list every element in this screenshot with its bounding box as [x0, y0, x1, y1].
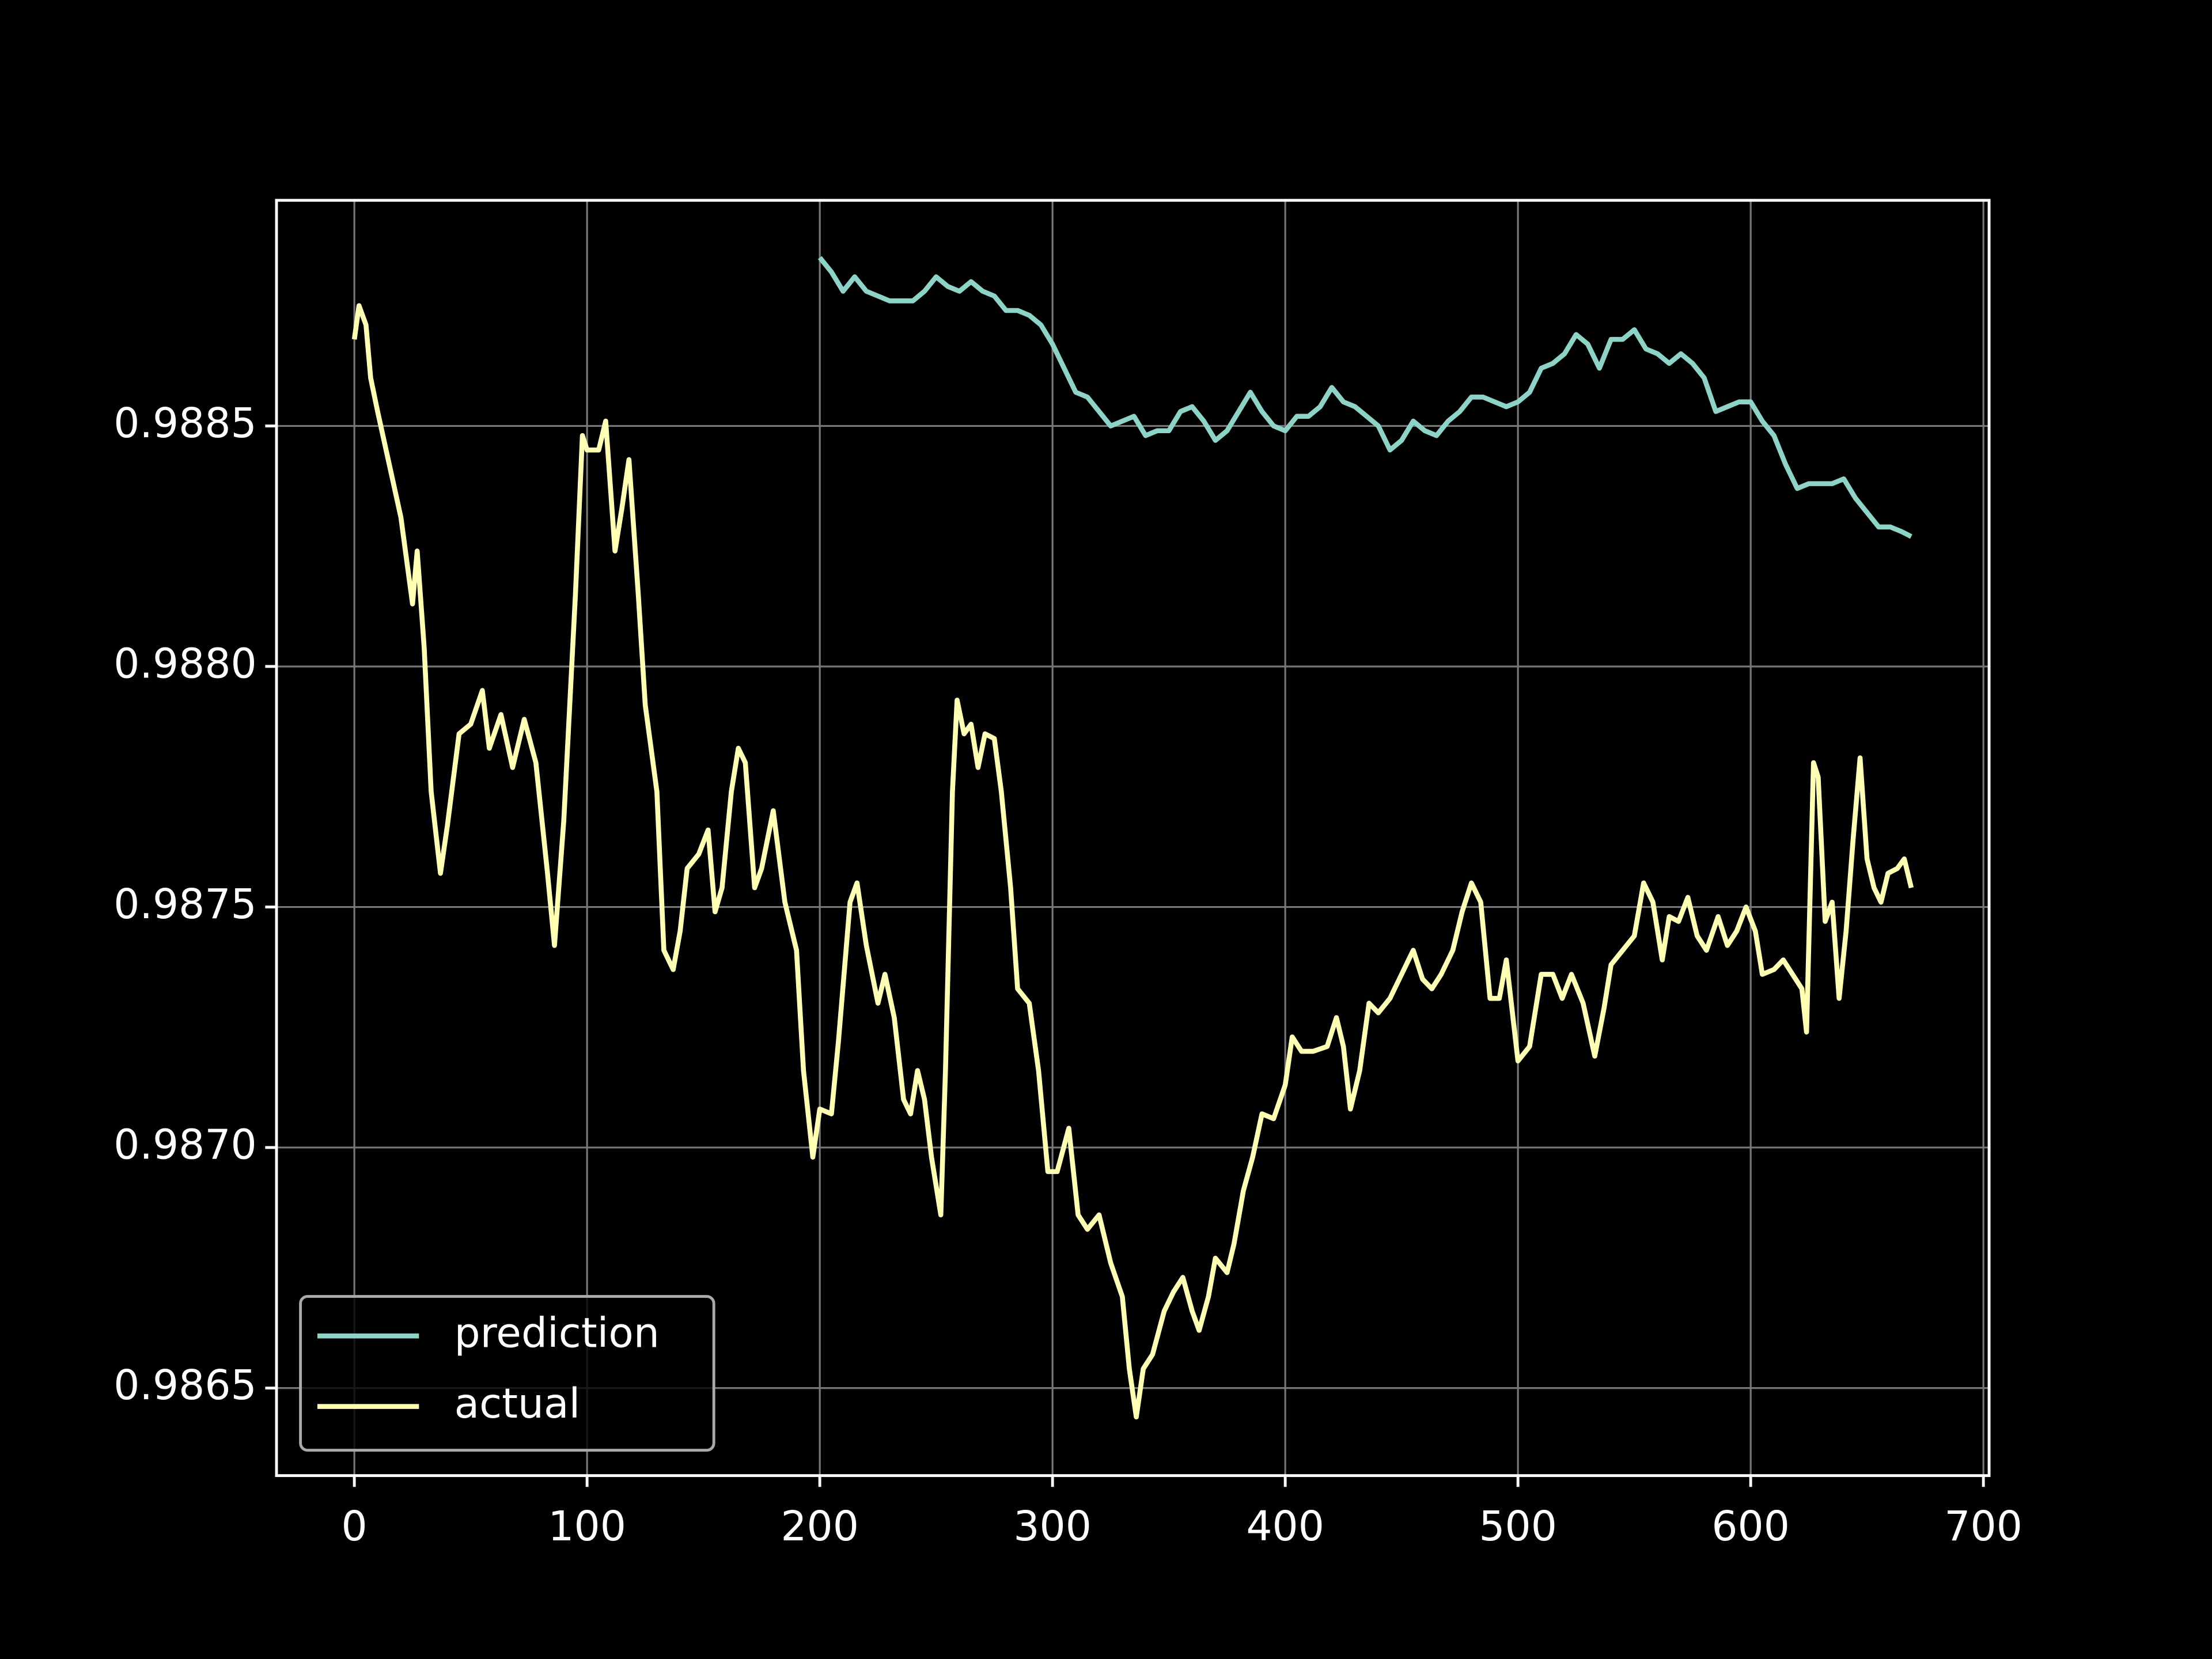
lines [351, 256, 1914, 1420]
x-tick-label: 500 [1479, 1502, 1557, 1550]
legend-label: actual [454, 1380, 581, 1427]
axes-frame [275, 199, 1991, 1478]
x-tick-label: 200 [781, 1502, 859, 1550]
x-tick-label: 400 [1246, 1502, 1324, 1550]
y-tick-label: 0.9865 [113, 1361, 257, 1409]
ticks: 0 100 200 300 400 500 600 700 0.9865 0.9870 0.9875… [113, 399, 2022, 1550]
legend-label: prediction [454, 1309, 660, 1357]
x-tick-label: 0 [342, 1502, 368, 1550]
legend: prediction actual [299, 1295, 715, 1452]
y-tick-label: 0.9870 [113, 1121, 257, 1169]
y-tick-label: 0.9875 [113, 880, 257, 928]
x-tick-label: 300 [1013, 1502, 1092, 1550]
y-tick-label: 0.9885 [113, 399, 257, 447]
x-tick-label: 600 [1711, 1502, 1790, 1550]
series-line [351, 303, 1914, 1420]
x-tick-label: 100 [548, 1502, 626, 1550]
series-line [817, 256, 1912, 539]
x-tick-label: 700 [1944, 1502, 2022, 1550]
y-tick-label: 0.9880 [113, 640, 257, 688]
